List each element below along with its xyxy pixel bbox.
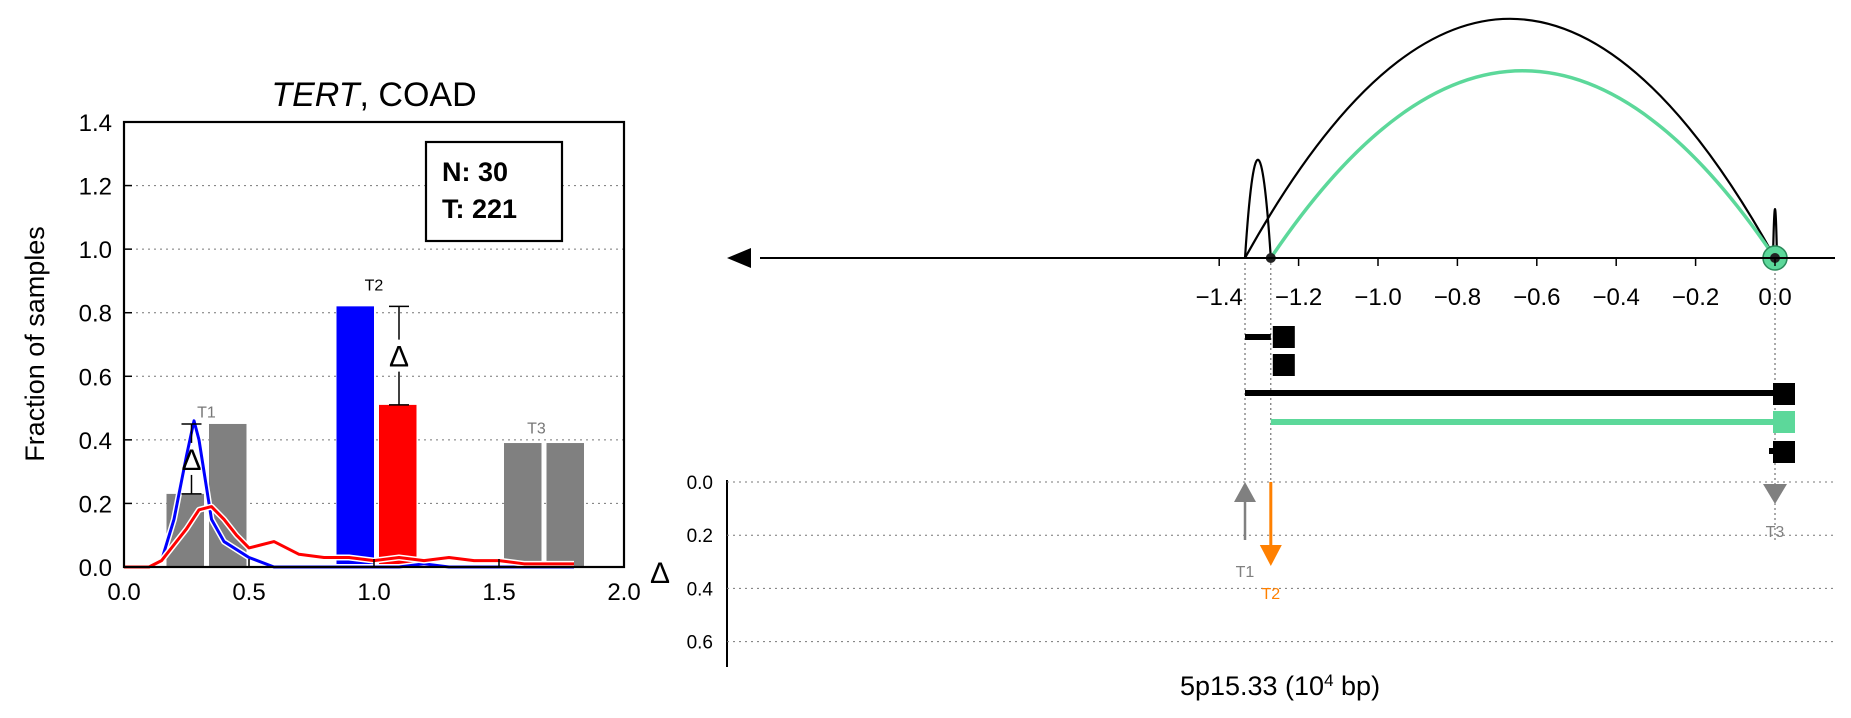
- genomic-x-tick-label: −0.2: [1672, 284, 1719, 311]
- genomic-x-tick-label: −0.8: [1434, 284, 1481, 311]
- series-line-1: [124, 505, 574, 569]
- transcript-T3-exon: [1773, 411, 1795, 433]
- transcript-label-T2: T2: [365, 277, 384, 294]
- left-bars: [166, 306, 584, 567]
- left-y-ticks: 0.0 0.2 0.4 0.6 0.8 1.0 1.2 1.4: [79, 110, 132, 582]
- delta-arrow-T2-head: [1259, 545, 1282, 566]
- junction-arc-2: [1243, 158, 1272, 259]
- genomic-x-tick-label: −1.2: [1275, 284, 1322, 311]
- tumor-count-label: T: 221: [442, 194, 517, 224]
- delta-y-tick-label: 0.6: [687, 633, 713, 654]
- transcript-T1-exon-2: [1272, 354, 1295, 376]
- left-y-tick-label: 0.8: [79, 301, 112, 328]
- strand-direction-arrow: [727, 248, 751, 268]
- xlabel-unit: bp): [1334, 671, 1381, 701]
- left-y-tick-label: 0.0: [79, 555, 112, 582]
- genomic-x-tick-label: −0.4: [1593, 284, 1640, 311]
- left-y-tick-label: 0.6: [79, 364, 112, 391]
- left-x-tick-label: 0.0: [107, 579, 140, 606]
- bar-T2-normal: [336, 306, 374, 567]
- delta-arrow-T1-label: T1: [1236, 564, 1255, 581]
- transcript-label-T1: T1: [197, 405, 216, 422]
- left-transcript-labels: T1 T2 T3: [197, 277, 546, 437]
- transcript-extra-exon-stub: [1769, 448, 1775, 454]
- transcript-extra-exon: [1773, 441, 1795, 463]
- left-y-tick-label: 1.0: [79, 237, 112, 264]
- genomic-x-tick-label: 0.0: [1758, 284, 1791, 311]
- left-x-tick-label: 1.0: [357, 579, 390, 606]
- transcript-label-T3: T3: [527, 421, 546, 438]
- left-y-axis-label: Fraction of samples: [20, 226, 50, 462]
- left-x-ticks: 0.0 0.5 1.0 1.5 2.0: [107, 559, 641, 606]
- delta-arrow-T2-label: T2: [1261, 586, 1280, 603]
- sample-count-box: N: 30 T: 221: [424, 140, 564, 243]
- delta-y-tick-label: 0.4: [687, 579, 714, 600]
- delta-y-tick-label: 0.0: [687, 473, 713, 494]
- title-rest: , COAD: [360, 76, 477, 114]
- transcript-models: [1245, 326, 1795, 463]
- delta-symbol: Δ: [389, 341, 409, 374]
- left-y-tick-label: 1.4: [79, 110, 112, 137]
- junction-arc-1: [1269, 69, 1777, 259]
- left-y-tick-label: 0.4: [79, 428, 112, 455]
- junction-arc-3: [1771, 208, 1779, 259]
- left-x-tick-label: 1.5: [482, 579, 515, 606]
- junction-arcs: [1243, 17, 1788, 271]
- normal-count-label: N: 30: [442, 157, 508, 187]
- delta-y-tick-label: 0.2: [687, 526, 713, 547]
- left-x-tick-label: 2.0: [607, 579, 640, 606]
- junction-arc-0: [1244, 17, 1776, 259]
- delta-arrow-T3-head: [1763, 484, 1787, 504]
- transcript-T1-exon-1: [1272, 326, 1295, 348]
- left-y-tick-label: 0.2: [79, 491, 112, 518]
- genomic-x-axis-label: 5p15.33 (104 bp): [1180, 671, 1380, 702]
- genomic-x-ticks: −1.4 −1.2 −1.0 −0.8 −0.6 −0.4 −0.2 0.0: [1196, 258, 1792, 311]
- right-diagram-panel: −1.4 −1.2 −1.0 −0.8 −0.6 −0.4 −0.2 0.0 0.00.20.…: [650, 17, 1835, 702]
- genomic-x-tick-label: −0.6: [1513, 284, 1560, 311]
- bar-T3-normal-gray: [504, 443, 542, 567]
- delta-symbol: Δ: [181, 444, 201, 477]
- bar-T3-tumor-gray: [546, 443, 584, 567]
- left-y-tick-label: 1.2: [79, 174, 112, 201]
- left-delta-markers: ΔΔ: [181, 305, 409, 495]
- sample-count-frame: [424, 140, 564, 243]
- xlabel-exponent: 4: [1324, 671, 1333, 690]
- delta-axis-label: Δ: [650, 557, 670, 590]
- delta-arrow-T3-label: T3: [1766, 524, 1785, 541]
- xlabel-main: 5p15.33 (10: [1180, 671, 1324, 701]
- genomic-x-tick-label: −1.4: [1196, 284, 1243, 311]
- transcript-T2-exon: [1773, 383, 1795, 405]
- delta-arrow-T1-head: [1234, 482, 1257, 502]
- left-x-tick-label: 0.5: [232, 579, 265, 606]
- bar-T2-tumor: [379, 404, 417, 567]
- title-gene: TERT: [271, 76, 361, 114]
- delta-subplot: 0.0 0.2 0.4 0.6 Δ T1 T2 T3: [650, 473, 1835, 667]
- left-chart-title: TERT, COAD: [271, 76, 476, 114]
- genomic-x-tick-label: −1.0: [1354, 284, 1401, 311]
